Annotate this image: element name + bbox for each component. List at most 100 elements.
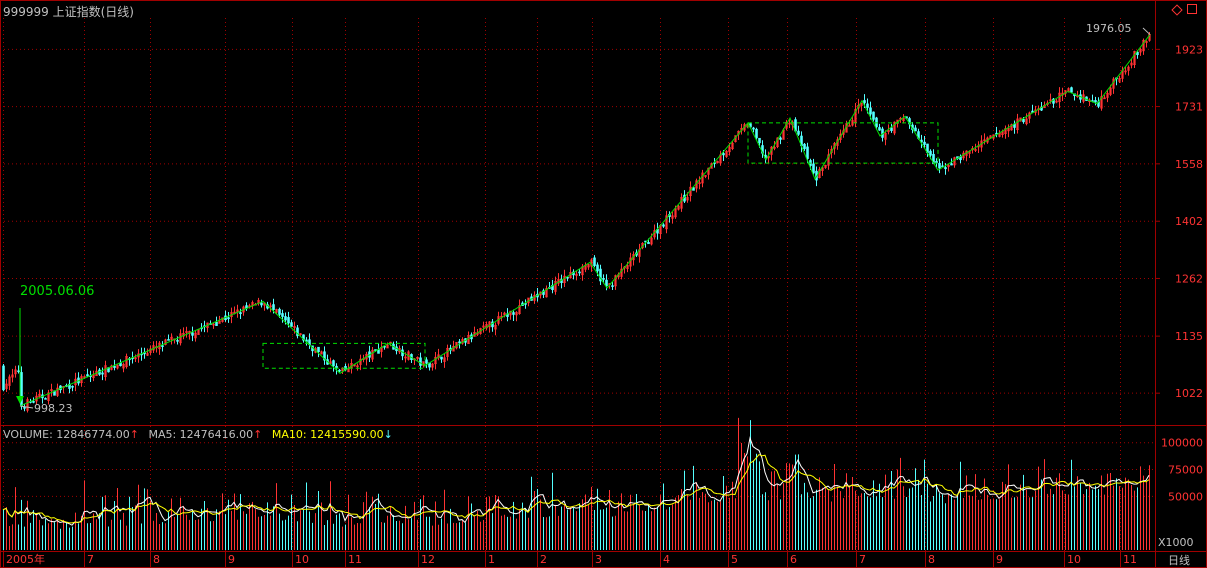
candle-body: [1142, 39, 1145, 52]
time-label: 2005年: [6, 552, 45, 566]
candle-body: [797, 130, 800, 135]
candle-body: [839, 133, 842, 140]
candle-body: [71, 385, 74, 388]
candle-body: [806, 146, 809, 159]
candle-body: [1145, 41, 1148, 43]
candle-body: [707, 167, 710, 175]
candle-body: [1106, 92, 1109, 98]
candle-body: [812, 163, 815, 174]
candle-body: [83, 376, 86, 378]
candle-body: [578, 271, 581, 274]
time-label: 3: [595, 553, 602, 566]
candle-body: [686, 197, 689, 201]
candle-body: [122, 364, 125, 369]
candle-body: [290, 322, 293, 327]
candle-body: [32, 401, 35, 403]
candle-body: [482, 325, 485, 328]
ma10-label: MA10: 12415590.00: [271, 428, 384, 441]
candle-body: [8, 376, 11, 386]
candle-body: [893, 121, 896, 134]
candle-body: [113, 365, 116, 368]
candle-body: [1139, 48, 1142, 53]
candle-body: [92, 374, 95, 378]
candle-body: [386, 344, 389, 349]
candle-body: [692, 187, 695, 191]
candle-body: [830, 149, 833, 153]
candle-body: [38, 393, 41, 397]
candle-body: [860, 102, 863, 106]
candle-body: [260, 302, 263, 306]
candle-body: [716, 160, 719, 164]
candle-body: [566, 276, 569, 279]
price-label: 1402: [1175, 215, 1203, 228]
zigzag-line: [19, 34, 1151, 407]
candle-body: [191, 332, 194, 336]
candle-body: [914, 127, 917, 132]
candle-body: [419, 357, 422, 366]
candle-body: [947, 164, 950, 167]
time-label: 7: [87, 553, 94, 566]
candle-body: [281, 313, 284, 317]
candle-body: [1124, 70, 1127, 73]
volume-unit: X1000: [1158, 536, 1194, 549]
time-label: 11: [348, 553, 362, 566]
candle-body: [929, 150, 932, 156]
candle-body: [773, 147, 776, 149]
candle-body: [17, 370, 20, 373]
candle-body: [1055, 100, 1058, 103]
candle-body: [170, 336, 173, 340]
candle-body: [512, 312, 515, 315]
candle-body: [434, 356, 437, 365]
candle-body: [587, 264, 590, 268]
candle-body: [1130, 62, 1133, 66]
square-icon[interactable]: [1187, 4, 1197, 14]
candle-body: [575, 273, 578, 276]
period-label[interactable]: 日线: [1168, 554, 1190, 567]
candle-body: [545, 288, 548, 298]
candle-body: [284, 316, 287, 321]
candle-body: [104, 365, 107, 378]
candle-body: [596, 264, 599, 272]
candle-body: [2, 365, 5, 391]
candle-body: [5, 383, 8, 389]
candle-body: [329, 361, 332, 364]
time-label: 10: [295, 553, 309, 566]
price-label: 1923: [1175, 43, 1203, 56]
low-leader-line: [19, 405, 34, 409]
candle-body: [614, 275, 617, 287]
candle-body: [359, 358, 362, 365]
candle-body: [752, 127, 755, 130]
candle-body: [215, 321, 218, 326]
volume-label: VOLUME: 12846774.00: [3, 428, 130, 441]
candle-body: [857, 104, 860, 109]
time-label: 4: [663, 553, 670, 566]
candle-body: [863, 100, 866, 104]
candle-body: [416, 356, 419, 359]
candle-body: [44, 398, 47, 400]
candle-body: [827, 154, 830, 166]
price-label: 1262: [1175, 272, 1203, 285]
candle-body: [299, 333, 302, 335]
candle-body: [1070, 87, 1073, 93]
volume-axis-label: 50000: [1168, 490, 1203, 503]
candle-body: [779, 137, 782, 140]
candle-body: [704, 175, 707, 177]
candle-body: [110, 365, 113, 370]
candle-body: [770, 146, 773, 155]
candle-body: [650, 237, 653, 245]
candle-body: [116, 364, 119, 369]
candle-body: [662, 224, 665, 227]
candle-body: [185, 331, 188, 333]
candle-body: [443, 357, 446, 362]
price-label: 1731: [1175, 101, 1203, 114]
candle-body: [872, 111, 875, 120]
candle-body: [878, 127, 881, 131]
candle-body: [803, 143, 806, 150]
candle-body: [1025, 118, 1028, 125]
time-label: 2: [540, 553, 547, 566]
candle-body: [1049, 99, 1052, 102]
candle-body: [347, 368, 350, 373]
candle-body: [227, 317, 230, 319]
